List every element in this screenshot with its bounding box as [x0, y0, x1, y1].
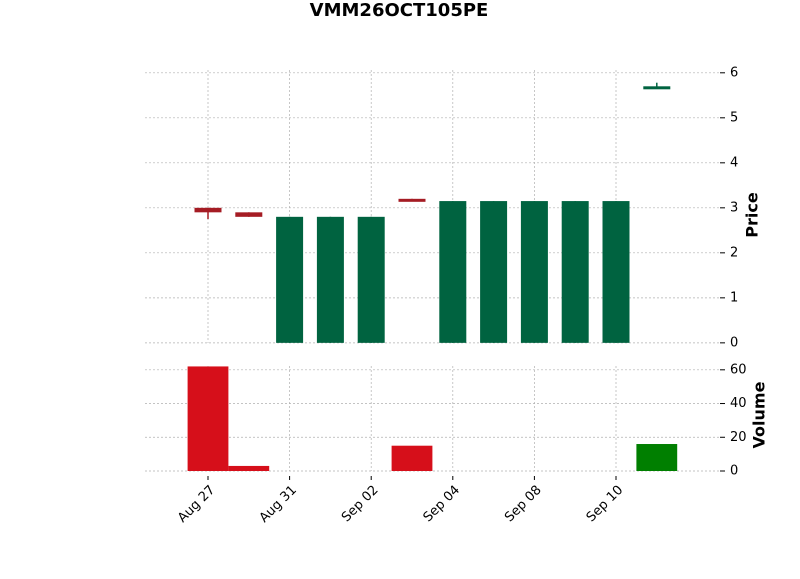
candle-body — [602, 201, 630, 343]
chart-title: VMM26OCT105PE — [310, 0, 489, 21]
y-tick-label: 1 — [730, 290, 738, 305]
volume-bar — [187, 366, 229, 471]
volume-bar — [636, 444, 678, 471]
candle-body — [398, 198, 426, 202]
candle-body — [235, 212, 263, 217]
y-tick-label: 60 — [730, 362, 747, 377]
x-tick-label: Sep 08 — [502, 483, 545, 526]
x-tick-label: Aug 31 — [257, 483, 300, 526]
y-tick-label: 2 — [730, 245, 738, 260]
candle-body — [520, 201, 548, 343]
y-tick-label: 5 — [730, 110, 738, 125]
candle-body — [316, 216, 344, 343]
volume-bar — [391, 445, 433, 471]
x-tick-label: Sep 02 — [339, 483, 382, 526]
y-tick-label: 4 — [730, 155, 738, 170]
candle-body — [439, 201, 467, 343]
y-tick-label: 3 — [730, 200, 738, 215]
candle-body — [276, 216, 304, 343]
y-axis-label: Price — [743, 192, 762, 238]
x-tick-label: Sep 04 — [421, 483, 464, 526]
x-tick-label: Sep 10 — [584, 483, 627, 526]
x-tick-label: Aug 27 — [175, 483, 218, 526]
y-tick-label: 20 — [730, 430, 747, 445]
volume-bar — [228, 465, 270, 471]
y-tick-label: 6 — [730, 65, 738, 80]
candle-body — [357, 216, 385, 343]
candle-body — [561, 201, 589, 343]
candle-body — [480, 201, 508, 343]
candle-body — [194, 207, 222, 213]
y-tick-label: 0 — [730, 335, 738, 350]
y-tick-label: 40 — [730, 396, 747, 411]
candle-body — [643, 86, 671, 90]
y-tick-label: 0 — [730, 464, 738, 479]
y-axis-label: Volume — [750, 381, 769, 448]
